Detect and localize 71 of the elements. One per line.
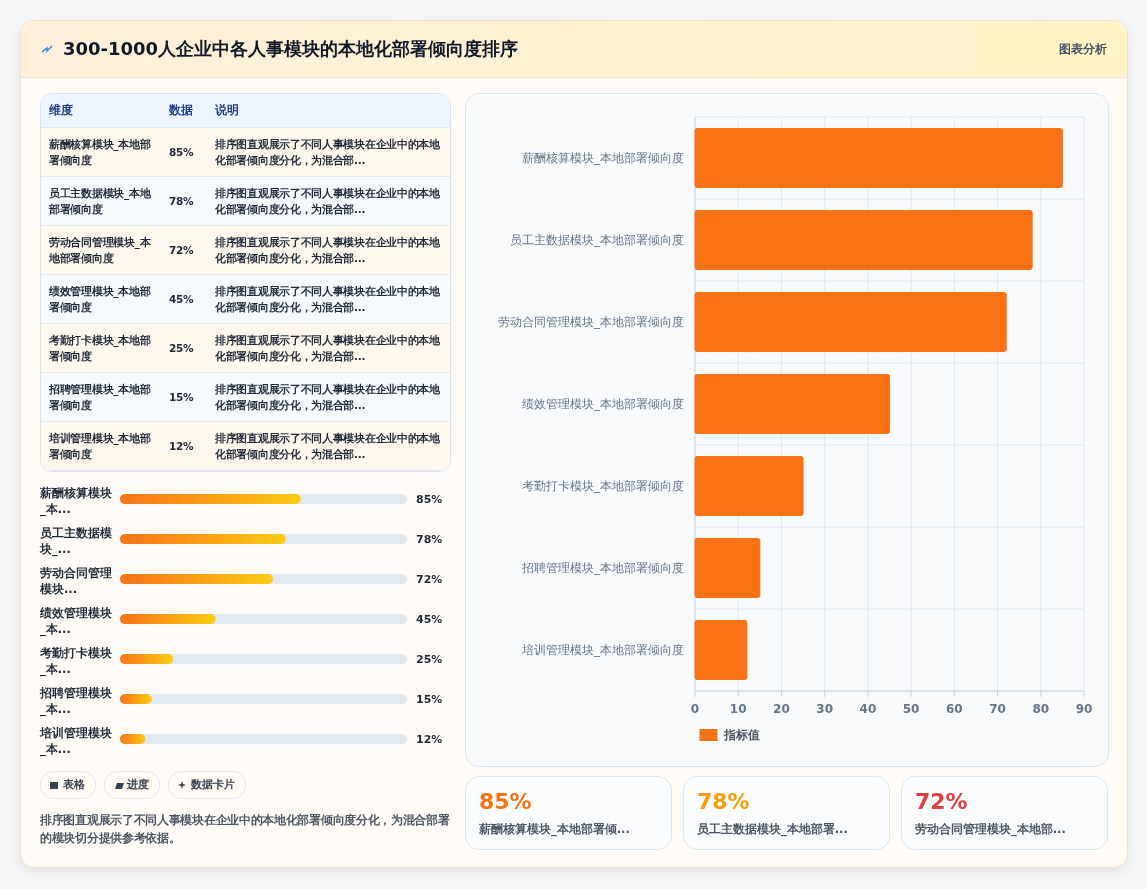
bar xyxy=(120,734,146,744)
text: 15% xyxy=(161,372,207,422)
text: 85% xyxy=(161,127,207,177)
y-tick-label: 培训管理模块_本地部署倾向度 xyxy=(521,643,684,657)
text: 进度 xyxy=(104,771,160,799)
text: 劳动合同管理模块_本地部... xyxy=(915,822,1066,837)
data-label: 15% xyxy=(416,693,443,706)
data-label: 72% xyxy=(416,573,443,586)
y-tick-label: 考勤打卡模块_本... xyxy=(40,645,113,677)
legend-label: 指标值 xyxy=(722,728,760,742)
y-tick-label: 考勤打卡模块_本地部署倾向度 xyxy=(522,479,684,493)
bar xyxy=(694,209,1033,271)
text: 300-1000人企业中各人事模块的本地化部署倾向度排序 xyxy=(63,37,519,61)
text: 员工主数据模块_本地部署... xyxy=(697,822,848,837)
bar xyxy=(120,694,152,704)
text: 薪酬核算模块_本地部署倾... xyxy=(479,822,630,837)
x-tick-label: 20 xyxy=(773,702,790,716)
text: 图表分析 xyxy=(1059,41,1107,58)
text: 25% xyxy=(161,323,207,373)
y-tick-label: 劳动合同管理模块_本地部署倾向度 xyxy=(498,315,684,329)
bar xyxy=(694,291,1007,353)
y-tick-label: 绩效管理模块_本... xyxy=(40,605,113,637)
bar xyxy=(694,619,748,681)
text: 72% xyxy=(161,225,207,275)
text: 85% xyxy=(479,789,532,814)
text: 排序图直观展示了不同人事模块在企业中的本地化部署倾向度分化，为混合部... xyxy=(207,127,450,177)
text: 排序图直观展示了不同人事模块在企业中的本地化部署倾向度分化，为混合部... xyxy=(207,274,450,324)
data-label: 45% xyxy=(416,613,443,626)
text: 排序图直观展示了不同人事模块在企业中的本地化部署倾向度分化，为混合部... xyxy=(207,421,450,471)
text: 45% xyxy=(161,274,207,324)
text: 数据卡片 xyxy=(168,771,246,799)
y-tick-label: 员工主数据模块_... xyxy=(40,525,113,557)
text: 78% xyxy=(161,176,207,226)
x-tick-label: 0 xyxy=(690,702,700,716)
x-tick-label: 60 xyxy=(945,702,963,716)
x-tick-label: 10 xyxy=(729,702,747,716)
text: 排序图直观展示了不同人事模块在企业中的本地化部署倾向度分化，为混合部... xyxy=(207,372,450,422)
text: 排序图直观展示了不同人事模块在企业中的本地化部署倾向度分化，为混合部... xyxy=(207,225,450,275)
text: 72% xyxy=(915,789,968,814)
y-tick-label: 招聘管理模块_本... xyxy=(40,685,113,717)
data-label: 78% xyxy=(416,533,443,546)
text: 12% xyxy=(161,421,207,471)
y-tick-label: 绩效管理模块_本地部署倾向度 xyxy=(522,397,684,411)
bar xyxy=(694,127,1063,189)
bar xyxy=(694,537,761,599)
y-tick-label: 劳动合同管理模块... xyxy=(40,565,113,597)
x-tick-label: 70 xyxy=(989,702,1006,716)
y-tick-label: 招聘管理模块_本地部署倾向度 xyxy=(521,561,684,575)
text: 数据 xyxy=(161,94,207,128)
x-tick-label: 90 xyxy=(1075,702,1093,716)
text: 表格 xyxy=(40,771,96,799)
text: 说明 xyxy=(207,94,450,128)
x-tick-label: 50 xyxy=(902,702,920,716)
x-tick-label: 40 xyxy=(859,702,877,716)
y-tick-label: 培训管理模块_本... xyxy=(40,725,113,757)
text: 排序图直观展示了不同人事模块在企业中的本地化部署倾向度分化，为混合部... xyxy=(207,176,450,226)
data-label: 85% xyxy=(416,493,443,506)
text: 排序图直观展示了不同人事模块在企业中的本地化部署倾向度分化，为混合部署的模块切分提供参考依据。 xyxy=(40,812,450,847)
y-tick-label: 薪酬核算模块_本... xyxy=(40,485,113,517)
bar xyxy=(694,373,890,435)
y-tick-label: 员工主数据模块_本地部署倾向度 xyxy=(510,233,684,247)
data-label: 25% xyxy=(416,653,443,666)
text: 78% xyxy=(697,789,750,814)
x-tick-label: 80 xyxy=(1032,702,1050,716)
data-label: 12% xyxy=(416,733,443,746)
x-tick-label: 30 xyxy=(816,702,834,716)
y-tick-label: 薪酬核算模块_本地部署倾向度 xyxy=(522,151,684,165)
bar xyxy=(694,455,804,517)
text: 维度 xyxy=(41,94,161,128)
bar xyxy=(120,654,174,664)
text: 排序图直观展示了不同人事模块在企业中的本地化部署倾向度分化，为混合部... xyxy=(207,323,450,373)
